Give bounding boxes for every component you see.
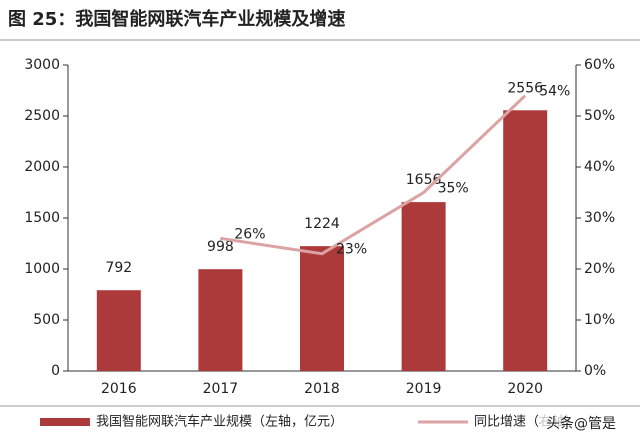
y2-tick-label: 0% [584,363,606,379]
bar-value-label: 2556 [507,80,543,96]
y-tick-label: 2500 [24,108,60,124]
bar-value-label: 1224 [304,216,340,232]
x-tick-label: 2020 [507,381,543,397]
y-tick-label: 1000 [24,261,60,277]
y-tick-label: 500 [33,312,60,328]
legend-swatch [40,418,90,426]
bar [401,202,446,371]
bar [503,110,548,372]
y-tick-label: 0 [51,363,60,379]
y2-tick-label: 60% [584,57,615,73]
x-tick-label: 2016 [101,381,137,397]
y-tick-label: 2000 [24,159,60,175]
watermark-bg [540,411,638,435]
x-tick-label: 2019 [406,381,442,397]
line-value-label: 23% [336,242,367,258]
y2-tick-label: 40% [584,159,615,175]
y2-tick-label: 50% [584,108,615,124]
bar-value-label: 792 [105,260,132,276]
bar [96,290,141,371]
line-value-label: 54% [539,84,570,100]
y2-tick-label: 30% [584,210,615,226]
watermark: 头条@管是 [546,415,616,432]
legend-label: 我国智能网联汽车产业规模（左轴，亿元） [96,414,343,430]
line-value-label: 26% [234,226,265,242]
bar [198,269,243,371]
y-tick-label: 1500 [24,210,60,226]
bar [300,246,344,371]
growth-line [220,94,527,256]
y2-tick-label: 20% [584,261,615,277]
bar-value-label: 998 [207,239,234,255]
line-value-label: 35% [438,181,469,197]
chart-title: 图 25：我国智能网联汽车产业规模及增速 [8,8,345,30]
y-tick-label: 3000 [24,57,60,73]
x-tick-label: 2018 [304,381,340,397]
x-tick-label: 2017 [203,381,239,397]
y2-tick-label: 10% [584,312,615,328]
